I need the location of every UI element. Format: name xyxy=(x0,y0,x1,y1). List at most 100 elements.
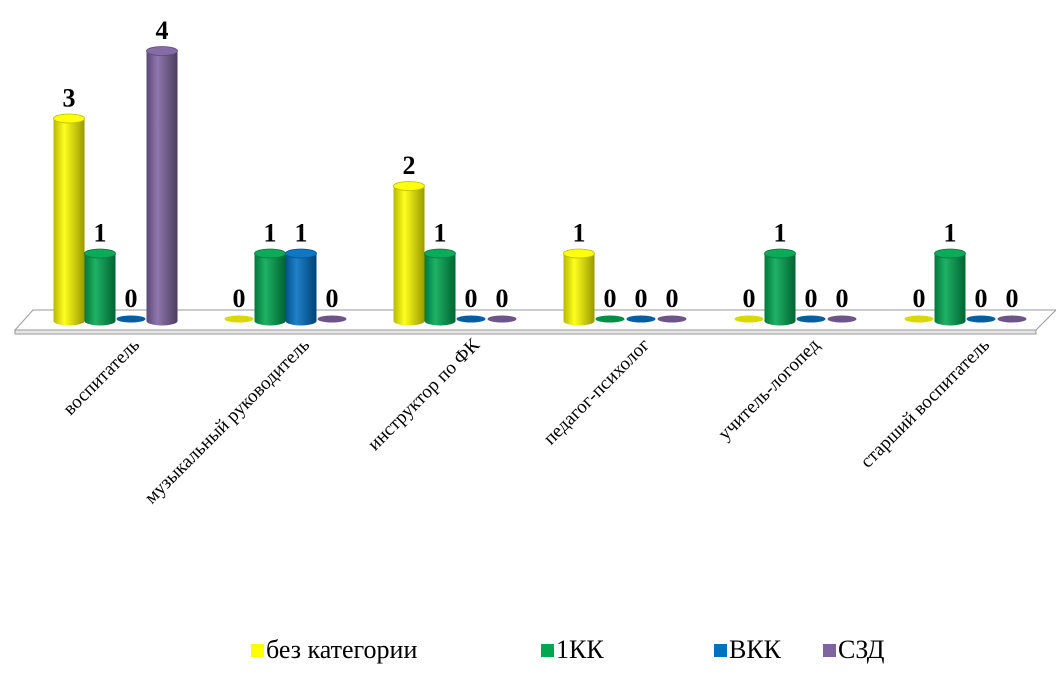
data-label-сзд-учитель-логопед: 0 xyxy=(836,284,849,313)
data-label-1кк-педагог-психолог: 0 xyxy=(604,284,617,313)
data-label-вкк-учитель-логопед: 0 xyxy=(805,284,818,313)
legend-swatch xyxy=(251,644,264,657)
bar-вкк-воспитатель xyxy=(116,315,146,323)
data-label-вкк-инструктор-по-фк: 0 xyxy=(465,284,478,313)
legend-swatch xyxy=(541,644,554,657)
bar-zero-disc xyxy=(487,315,517,323)
bar-zero-disc xyxy=(626,315,656,323)
bar-top xyxy=(563,248,595,259)
bar-без-категории-музыкальный-руководитель xyxy=(224,315,254,323)
data-label-сзд-инструктор-по-фк: 0 xyxy=(496,284,509,313)
bar-1кк-инструктор-по-фк xyxy=(424,248,456,326)
data-label-сзд-воспитатель: 4 xyxy=(156,16,169,45)
bar-1кк-музыкальный-руководитель xyxy=(254,248,286,326)
bar-zero-disc xyxy=(796,315,826,323)
legend: без категории 1КК ВКК СЗД xyxy=(251,635,885,664)
legend-label: 1КК xyxy=(556,635,604,664)
category-label-воспитатель: воспитатель xyxy=(59,334,144,419)
bar-top xyxy=(254,248,286,259)
bar-body xyxy=(53,118,85,326)
category-label-педагог-психолог: педагог-психолог xyxy=(540,335,655,450)
bar-сзд-воспитатель xyxy=(146,46,178,326)
data-label-сзд-старший-воспитатель: 0 xyxy=(1006,284,1019,313)
bar-1кк-воспитатель xyxy=(84,248,116,326)
bar-вкк-музыкальный-руководитель xyxy=(285,248,317,326)
bar-без-категории-учитель-логопед xyxy=(734,315,764,323)
bar-body xyxy=(146,51,178,326)
legend-item-1кк: 1КК xyxy=(541,635,604,664)
bar-body xyxy=(285,253,317,326)
bar-body xyxy=(424,253,456,326)
bar-body xyxy=(764,253,796,326)
bar-сзд-музыкальный-руководитель xyxy=(317,315,347,323)
bar-без-категории-педагог-психолог xyxy=(563,248,595,326)
bar-без-категории-воспитатель xyxy=(53,113,85,326)
chart-floor-edge xyxy=(14,329,1037,335)
data-label-сзд-педагог-психолог: 0 xyxy=(666,284,679,313)
data-label-вкк-воспитатель: 0 xyxy=(125,284,138,313)
data-label-без-категории-педагог-психолог: 1 xyxy=(573,219,586,248)
data-label-без-категории-старший-воспитатель: 0 xyxy=(913,284,926,313)
data-label-1кк-инструктор-по-фк: 1 xyxy=(434,219,447,248)
bar-сзд-учитель-логопед xyxy=(827,315,857,323)
bar-zero-disc xyxy=(904,315,934,323)
data-label-без-категории-инструктор-по-фк: 2 xyxy=(403,151,416,180)
bar-body xyxy=(934,253,966,326)
category-label-учитель-логопед: учитель-логопед xyxy=(714,334,824,444)
bar-body xyxy=(393,186,425,326)
bar-вкк-учитель-логопед xyxy=(796,315,826,323)
bar-top xyxy=(764,248,796,259)
data-label-вкк-музыкальный-руководитель: 1 xyxy=(295,219,308,248)
bar-zero-disc xyxy=(116,315,146,323)
bar-сзд-инструктор-по-фк xyxy=(487,315,517,323)
bar-вкк-педагог-психолог xyxy=(626,315,656,323)
bar-zero-disc xyxy=(734,315,764,323)
bar-zero-disc xyxy=(827,315,857,323)
legend-item-вкк: ВКК xyxy=(714,635,782,664)
bar-zero-disc xyxy=(317,315,347,323)
bar-zero-disc xyxy=(224,315,254,323)
legend-label: ВКК xyxy=(729,635,782,664)
legend-swatch xyxy=(823,644,836,657)
bar-zero-disc xyxy=(657,315,687,323)
data-label-без-категории-учитель-логопед: 0 xyxy=(743,284,756,313)
bar-без-категории-инструктор-по-фк xyxy=(393,181,425,326)
bar-сзд-старший-воспитатель xyxy=(997,315,1027,323)
bars-group xyxy=(53,46,1027,326)
data-label-без-категории-музыкальный-руководитель: 0 xyxy=(233,284,246,313)
bar-без-категории-старший-воспитатель xyxy=(904,315,934,323)
data-label-1кк-воспитатель: 1 xyxy=(94,219,107,248)
bar-1кк-педагог-психолог xyxy=(595,315,625,323)
data-label-1кк-старший-воспитатель: 1 xyxy=(944,219,957,248)
bar-1кк-учитель-логопед xyxy=(764,248,796,326)
legend-item-сзд: СЗД xyxy=(823,635,885,664)
bar-вкк-старший-воспитатель xyxy=(966,315,996,323)
bar-zero-disc xyxy=(595,315,625,323)
bar-zero-disc xyxy=(997,315,1027,323)
data-label-вкк-старший-воспитатель: 0 xyxy=(975,284,988,313)
bar-top xyxy=(84,248,116,259)
bar-top xyxy=(934,248,966,259)
data-label-сзд-музыкальный-руководитель: 0 xyxy=(326,284,339,313)
bar-сзд-педагог-психолог xyxy=(657,315,687,323)
legend-label: СЗД xyxy=(838,635,885,664)
data-label-1кк-музыкальный-руководитель: 1 xyxy=(264,219,277,248)
bar-top xyxy=(146,46,178,56)
data-label-без-категории-воспитатель: 3 xyxy=(63,84,76,113)
bar-вкк-инструктор-по-фк xyxy=(456,315,486,323)
category-label-музыкальный-руководитель: музыкальный руководитель xyxy=(141,334,315,508)
bar-top xyxy=(424,248,456,259)
bar-top xyxy=(393,181,425,191)
bar-1кк-старший-воспитатель xyxy=(934,248,966,326)
bar-body xyxy=(84,253,116,326)
legend-item-без-категории: без категории xyxy=(251,635,417,664)
bar-top xyxy=(285,248,317,259)
data-label-вкк-педагог-психолог: 0 xyxy=(635,284,648,313)
bar-body xyxy=(563,253,595,326)
data-label-1кк-учитель-логопед: 1 xyxy=(774,219,787,248)
bar-top xyxy=(53,113,85,124)
